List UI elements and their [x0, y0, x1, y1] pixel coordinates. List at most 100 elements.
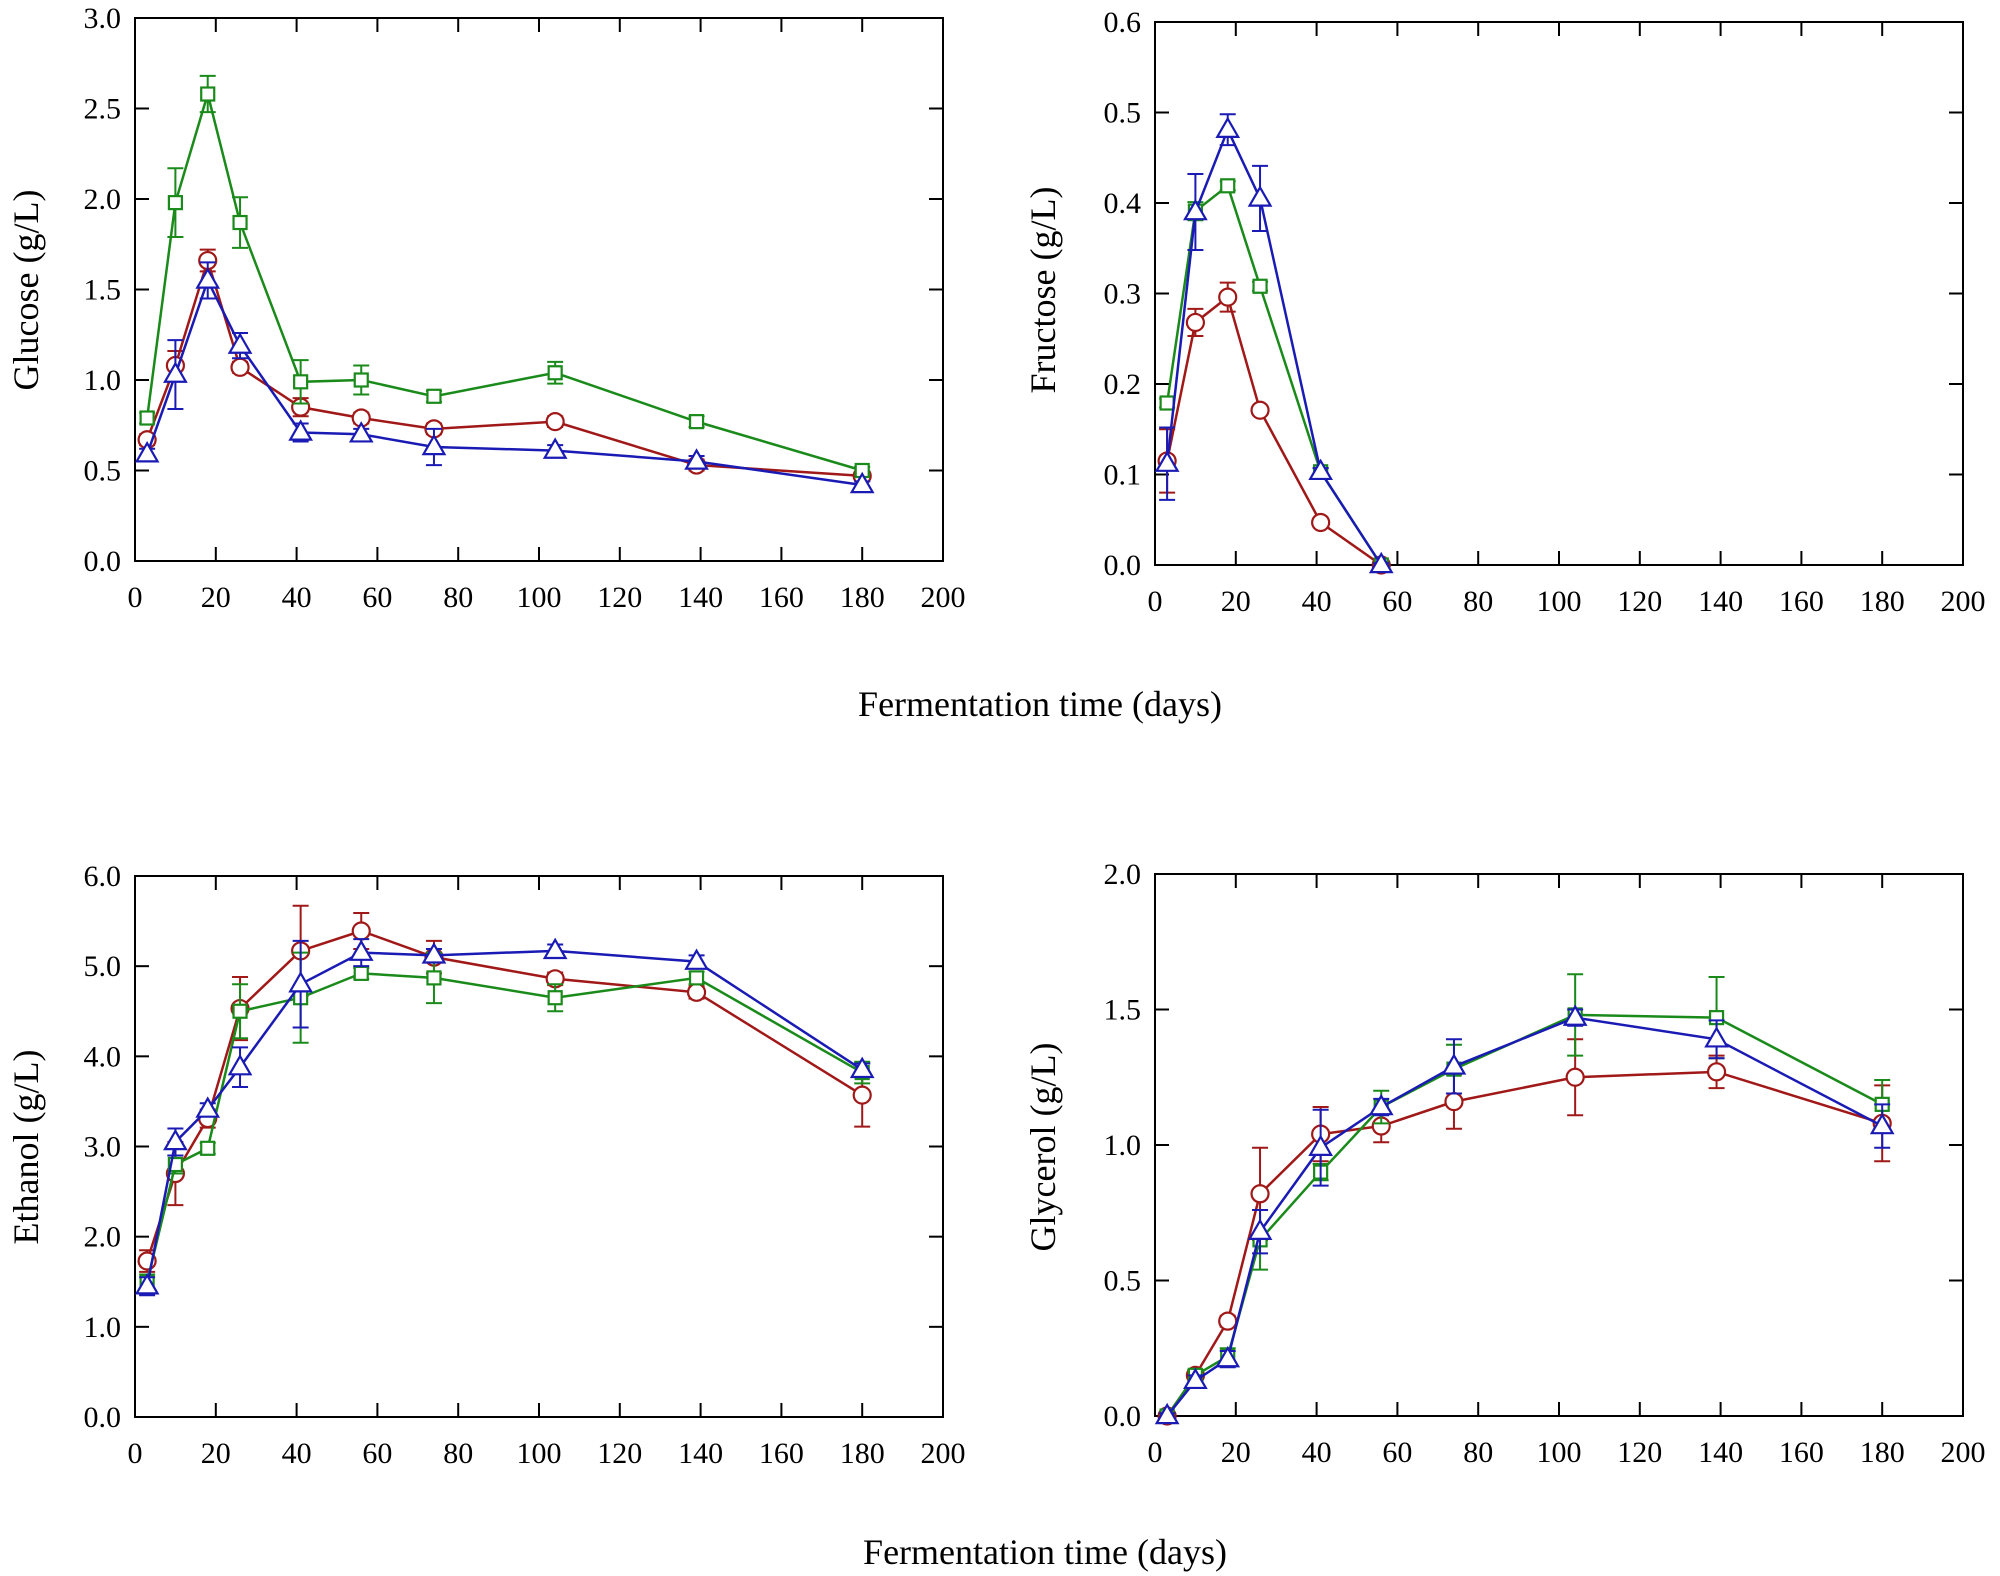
- ethanol-x-tick-label: 140: [678, 1437, 723, 1470]
- glycerol-circle-point: [1444, 1092, 1464, 1112]
- glucose-x-tick-label: 20: [201, 581, 231, 614]
- ethanol-y-tick-label: 1.0: [84, 1311, 122, 1344]
- ethanol-series-circle: [137, 904, 872, 1273]
- fructose-y-tick-label: 0.4: [1104, 187, 1142, 220]
- glucose-series-square: [139, 74, 871, 479]
- glycerol-x-tick-label: 200: [1941, 1436, 1986, 1469]
- fructose-y-tick-label: 0.5: [1104, 97, 1142, 130]
- glucose-triangle-point: [684, 448, 709, 470]
- fructose-square-point: [1252, 278, 1268, 294]
- ethanol-square-point: [232, 1003, 248, 1019]
- ethanol-ticks: [134, 875, 944, 1418]
- glucose-triangle-point: [163, 361, 188, 383]
- bottom-row-x-axis-title: Fermentation time (days): [863, 1532, 1227, 1572]
- ethanol-series-square: [139, 951, 871, 1290]
- glycerol-y-tick-label: 2.0: [1104, 858, 1142, 891]
- glucose-x-tick-labels: 0 20 40 60 80 100 120 140 160 180 200: [128, 581, 966, 614]
- top-row-x-axis-title: Fermentation time (days): [858, 684, 1222, 724]
- ethanol-triangle-point: [227, 1053, 253, 1076]
- glycerol-triangle-point: [1368, 1093, 1394, 1116]
- ethanol-triangle-point: [849, 1056, 875, 1079]
- glycerol-circle-point: [1250, 1184, 1270, 1204]
- glucose-square-point: [547, 365, 563, 381]
- ethanol-square-point: [200, 1140, 216, 1156]
- glucose-square-series-line: [145, 89, 863, 472]
- fructose-series-circle: [1157, 281, 1391, 575]
- fructose-y-axis-title: Fructose (g/L): [1023, 187, 1063, 394]
- glucose-y-tick-labels: 0.0 0.5 1.0 1.5 2.0 2.5 3.0: [84, 2, 122, 578]
- fructose-x-tick-label: 0: [1148, 585, 1163, 618]
- glycerol-x-tick-label: 180: [1860, 1436, 1905, 1469]
- fructose-y-tick-labels: 0.0 0.1 0.2 0.3 0.4 0.5 0.6: [1104, 6, 1142, 582]
- glycerol-triangle-point: [1215, 1345, 1241, 1368]
- fructose-square-point: [1220, 178, 1236, 194]
- glucose-y-tick-label: 2.5: [84, 93, 122, 126]
- glucose-x-tick-label: 200: [921, 581, 966, 614]
- glucose-y-tick-label: 2.0: [84, 183, 122, 216]
- glucose-y-tick-label: 1.0: [84, 364, 122, 397]
- fructose-plot-frame: [1154, 21, 1964, 566]
- glycerol-x-tick-label: 160: [1779, 1436, 1824, 1469]
- ethanol-triangle-point: [542, 937, 568, 960]
- ethanol-square-point: [547, 990, 563, 1006]
- glycerol-triangle-point: [1704, 1026, 1729, 1048]
- glucose-square-point: [232, 214, 248, 231]
- ethanol-square-series-line: [145, 972, 863, 1283]
- fructose-triangle-point: [1215, 116, 1241, 138]
- glycerol-x-tick-label: 100: [1537, 1436, 1582, 1469]
- glucose-series: [134, 74, 875, 494]
- ethanol-series: [134, 904, 875, 1297]
- fructose-triangle-point: [1308, 458, 1333, 481]
- glycerol-circle-series-line: [1166, 1070, 1883, 1417]
- glucose-x-tick-label: 80: [443, 581, 473, 614]
- ethanol-x-tick-labels: 0 20 40 60 80 100 120 140 160 180 200: [128, 1437, 966, 1470]
- glucose-triangle-point: [288, 419, 313, 441]
- glycerol-triangle-point: [1308, 1134, 1333, 1156]
- ethanol-triangle-point: [288, 970, 313, 993]
- ethanol-y-tick-label: 5.0: [84, 950, 122, 983]
- glucose-circle-series-line: [145, 256, 863, 478]
- glycerol-x-tick-labels: 0 20 40 60 80 100 120 140 160 180 200: [1148, 1436, 1986, 1469]
- glucose-y-tick-label: 0.0: [84, 545, 122, 578]
- glucose-x-tick-label: 40: [282, 581, 312, 614]
- glucose-triangle-point: [421, 433, 447, 456]
- fructose-y-tick-label: 0.6: [1104, 6, 1142, 39]
- ethanol-x-tick-label: 0: [128, 1437, 143, 1470]
- glucose-y-axis-title: Glucose (g/L): [6, 190, 46, 391]
- glucose-triangle-point: [134, 441, 160, 463]
- glucose-x-tick-label: 60: [362, 581, 392, 614]
- ethanol-y-tick-label: 2.0: [84, 1221, 122, 1254]
- fructose-y-tick-label: 0.2: [1104, 368, 1142, 401]
- ethanol-square-point: [688, 970, 705, 986]
- glycerol-y-tick-labels: 0.0 0.5 1.0 1.5 2.0: [1104, 858, 1142, 1433]
- glycerol-panel: 0 20 40 60 80 100 120 140 160 180 200 0.0 0.5 1.0 1.5…: [1023, 858, 1986, 1469]
- fructose-x-tick-label: 100: [1537, 585, 1582, 618]
- glucose-square-point: [167, 195, 183, 211]
- fructose-x-tick-label: 40: [1302, 585, 1332, 618]
- glucose-square-point: [688, 414, 705, 430]
- glucose-square-point: [200, 86, 216, 102]
- fructose-square-point: [1159, 395, 1175, 411]
- ethanol-x-tick-label: 60: [362, 1437, 392, 1470]
- glucose-y-tick-label: 1.5: [84, 274, 122, 307]
- glucose-triangle-point: [348, 421, 374, 443]
- glucose-y-tick-label: 0.5: [84, 455, 122, 488]
- fructose-series: [1154, 113, 1394, 575]
- fructose-x-tick-labels: 0 20 40 60 80 100 120 140 160 180 200: [1148, 585, 1986, 618]
- ethanol-y-tick-label: 6.0: [84, 860, 122, 893]
- ethanol-triangle-point: [163, 1128, 188, 1151]
- glycerol-triangle-series-line: [1166, 1016, 1883, 1417]
- glycerol-plot-frame: [1154, 873, 1964, 1417]
- ethanol-x-tick-label: 200: [921, 1437, 966, 1470]
- glucose-x-tick-label: 160: [759, 581, 804, 614]
- fructose-x-tick-label: 80: [1463, 585, 1493, 618]
- ethanol-square-point: [426, 970, 442, 986]
- glycerol-x-tick-label: 40: [1302, 1436, 1332, 1469]
- fructose-y-tick-label: 0.1: [1104, 459, 1142, 492]
- fructose-panel: 0 20 40 60 80 100 120 140 160 180 200 0.0 0.1 0.2 0.3…: [1023, 6, 1986, 618]
- ethanol-y-tick-label: 0.0: [84, 1401, 122, 1434]
- ethanol-panel: 0 20 40 60 80 100 120 140 160 180 200 0.0 1.0 2.0 3.0…: [6, 860, 966, 1470]
- glucose-series-triangle: [134, 261, 875, 494]
- fructose-circle-point: [1250, 400, 1270, 420]
